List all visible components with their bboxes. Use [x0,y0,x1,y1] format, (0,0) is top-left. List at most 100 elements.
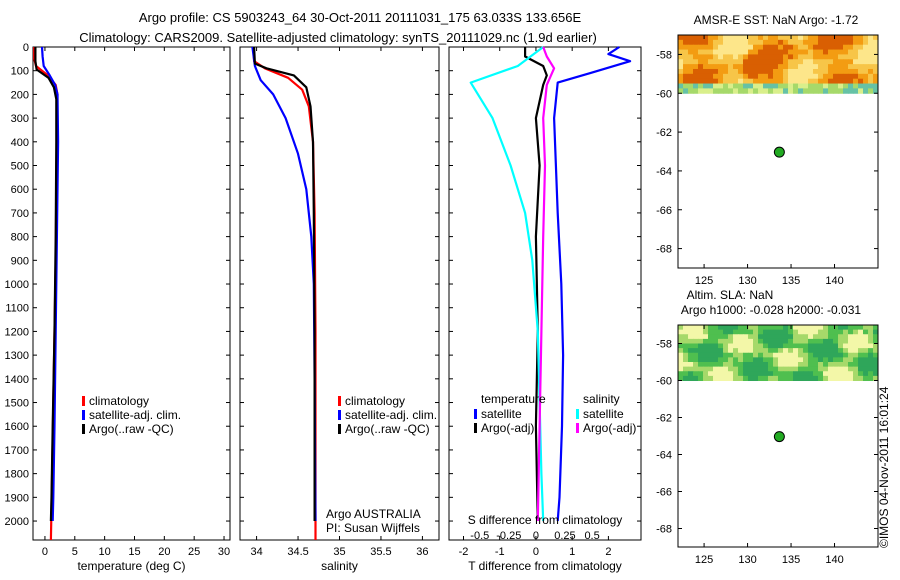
heatmap-cell [698,44,704,51]
heatmap-cell [853,348,859,354]
heatmap-cell [773,366,779,372]
heatmap-cell [688,362,694,368]
heatmap-cell [838,325,844,331]
y-tick-label: 300 [11,113,29,125]
heatmap-cell [823,329,829,335]
heatmap-cell [683,343,689,349]
heatmap-cell [783,343,789,349]
x-tick-label: 34.5 [287,546,308,558]
sst-map-panel: 125 130 135 140 -58 -60 -62 -64 -66 -68 AMSR-E SST… [656,13,879,287]
heatmap-cell [783,88,789,94]
heatmap-cell [848,352,854,358]
heatmap-cell [678,348,684,354]
heatmap-cell [708,78,714,85]
heatmap-cell [683,35,689,41]
heatmap-cell [693,54,699,60]
heatmap-cell [788,64,794,70]
heatmap-cell [723,325,729,331]
heatmap-cell [738,49,744,55]
heatmap-cell [723,88,729,94]
heatmap-cell [863,83,869,89]
heatmap-cell [713,83,719,89]
heatmap-cell [853,64,859,70]
heatmap-cell [783,68,789,75]
heatmap-cell [848,334,854,340]
heatmap-cell [753,366,759,372]
diff-legend-right-label: satellite [583,407,624,421]
heatmap-cell [838,59,844,65]
heatmap-cell [718,338,724,345]
heatmap-cell [858,54,864,60]
heatmap-cell [813,329,819,335]
heatmap-cell [843,338,849,345]
heatmap-cell [738,366,744,372]
heatmap-cell [753,329,759,335]
heatmap-cell [813,334,819,340]
heatmap-cell [763,343,769,349]
heatmap-cell [778,329,784,335]
heatmap-cell [853,39,859,46]
heatmap-cell [748,44,754,51]
heatmap-cell [823,73,829,80]
heatmap-cell [868,73,874,80]
heatmap-cell [708,366,714,372]
heatmap-cell [693,35,699,41]
x-tick-label: 140 [825,275,843,287]
heatmap-cell [743,325,749,331]
heatmap-cell [768,54,774,60]
heatmap-cell [748,343,754,349]
heatmap-cell [818,39,824,46]
heatmap-cell [768,44,774,51]
heatmap-cell [708,375,714,382]
heatmap-cell [853,88,859,94]
heatmap-cell [823,371,829,377]
heatmap-cell [773,88,779,94]
heatmap-cell [848,83,854,89]
header-line-1: Argo profile: CS 5903243_64 30-Oct-2011 … [139,10,582,25]
heatmap-cell [823,49,829,55]
heatmap-cell [683,362,689,368]
heatmap-cell [793,44,799,51]
heatmap-cell [783,78,789,85]
heatmap-cell [838,334,844,340]
y-tick-label: 1900 [5,492,29,504]
heatmap-cell [733,39,739,46]
heatmap-cell [838,329,844,335]
heatmap-cell [723,83,729,89]
heatmap-cell [873,78,879,85]
heatmap-cell [758,68,764,75]
heatmap-cell [773,343,779,349]
heatmap-cell [748,83,754,89]
heatmap-cell [808,352,814,358]
y-tick-label: 1100 [5,303,29,315]
heatmap-cell [808,366,814,372]
heatmap-cell [873,54,879,60]
heatmap-cell [708,83,714,89]
series-line-black [253,46,316,521]
heatmap-cell [743,78,749,85]
heatmap-cell [768,366,774,372]
temp-legend-swatch [82,396,85,406]
heatmap-cell [788,68,794,75]
heatmap-cell [733,35,739,41]
heatmap-cell [843,49,849,55]
heatmap-cell [778,88,784,94]
heatmap-cell [863,88,869,94]
temp-legend-swatch [82,424,85,434]
heatmap-cell [863,73,869,80]
argo-annotation-1: Argo AUSTRALIA [326,507,421,521]
heatmap-cell [843,64,849,70]
heatmap-cell [823,39,829,46]
heatmap-cell [808,325,814,331]
sal-legend-label: satellite-adj. clim. [345,408,437,422]
heatmap-cell [678,352,684,358]
heatmap-cell [868,54,874,60]
heatmap-cell [743,59,749,65]
heatmap-cell [853,343,859,349]
heatmap-cell [783,64,789,70]
heatmap-cell [783,59,789,65]
heatmap-cell [738,357,744,363]
heatmap-cell [678,375,684,382]
heatmap-cell [853,352,859,358]
heatmap-cell [773,348,779,354]
